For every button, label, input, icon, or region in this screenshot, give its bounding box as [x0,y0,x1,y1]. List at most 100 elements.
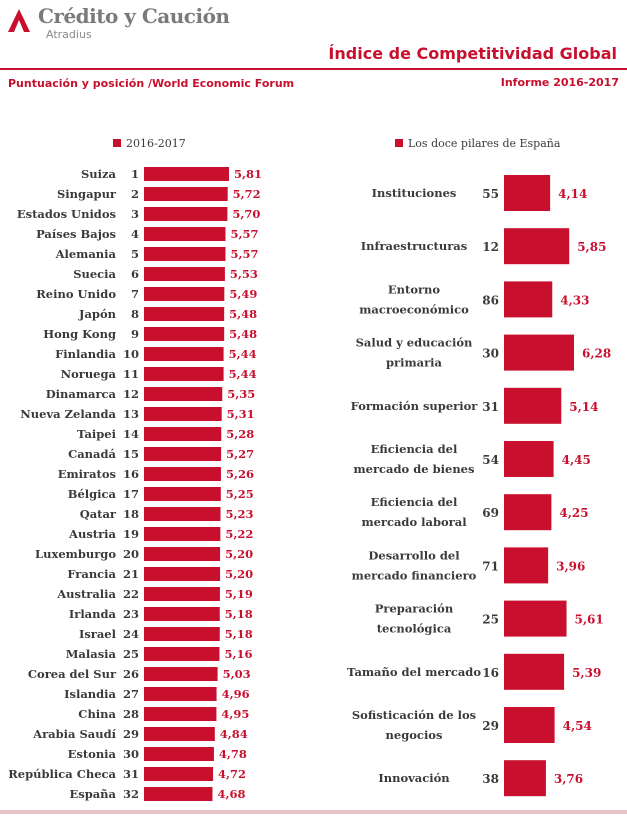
pillar-value-label: 4,14 [558,187,587,201]
pillar-label: Infraestructuras [361,239,467,253]
rank-label: 21 [123,567,139,581]
pillar-label: Preparación [375,602,454,616]
score-value-label: 5,49 [229,287,257,301]
score-value-label: 4,84 [220,727,248,741]
score-bar [144,387,223,401]
score-bar [144,507,221,521]
country-label: Arabia Saudí [32,727,116,741]
country-label: Israel [79,627,117,641]
score-bar [144,367,224,381]
pillar-value-label: 4,45 [562,453,591,467]
country-label: Finlandia [55,347,116,361]
pillar-rank-label: 54 [482,453,499,467]
footer-rule [0,810,627,814]
score-bar [144,327,225,341]
pillar-label: tecnológica [377,622,452,636]
pillar-bar [504,653,565,690]
score-value-label: 5,70 [232,207,260,221]
pillar-bar [504,281,553,318]
pillar-value-label: 3,96 [556,559,585,573]
score-bar [144,607,220,621]
score-value-label: 5,57 [230,227,258,241]
rank-label: 25 [123,647,139,661]
country-label: Estados Unidos [17,207,116,221]
country-label: Irlanda [69,607,117,621]
legend-right: Los doce pilares de España [395,137,560,150]
pillar-rank-label: 31 [482,400,499,414]
country-label: Canadá [68,447,116,461]
score-value-label: 5,31 [227,407,255,421]
score-value-label: 5,18 [225,607,253,621]
rank-label: 8 [131,307,139,321]
score-value-label: 5,23 [226,507,254,521]
score-value-label: 4,96 [222,687,250,701]
country-label: China [78,707,116,721]
brand-logo: Crédito y Caución Atradius [6,4,236,41]
rank-label: 3 [131,207,139,221]
rank-label: 18 [123,507,139,521]
score-value-label: 5,28 [226,427,254,441]
score-value-label: 5,25 [226,487,254,501]
rank-label: 4 [131,227,139,241]
score-bar [144,527,221,541]
pillar-label: Innovación [378,771,450,785]
score-value-label: 5,19 [225,587,253,601]
country-label: Austria [68,527,116,541]
rank-label: 1 [131,167,139,181]
rank-label: 14 [123,427,139,441]
score-bar [144,567,221,581]
rank-label: 12 [123,387,139,401]
pillar-label: macroeconómico [359,302,469,316]
country-label: Noruega [61,367,117,381]
score-bar [144,207,228,221]
pillar-bar [504,334,574,371]
score-value-label: 5,27 [226,447,254,461]
score-value-label: 5,16 [224,647,252,661]
score-value-label: 5,57 [230,247,258,261]
pillar-bar [504,547,549,584]
pillar-rank-label: 16 [482,666,499,680]
rank-label: 31 [123,767,139,781]
score-value-label: 5,53 [230,267,258,281]
score-value-label: 5,81 [234,167,262,181]
score-bar [144,627,220,641]
pillar-label: negocios [386,728,443,742]
score-bar [144,287,225,301]
rank-label: 17 [123,487,139,501]
score-bar [144,707,217,721]
country-label: Reino Unido [36,287,116,301]
pillar-bar [504,600,567,637]
pillar-bar [504,494,552,531]
pillar-bar [504,707,555,743]
pillar-label: Sofisticación de los [352,708,476,722]
score-value-label: 5,44 [229,367,257,381]
country-label: Emiratos [58,467,116,481]
score-value-label: 5,48 [229,327,257,341]
score-bar [144,487,221,501]
score-bar [144,467,221,481]
score-value-label: 4,78 [219,747,247,761]
pillar-value-label: 5,61 [575,613,604,627]
score-bar [144,787,213,801]
score-value-label: 5,72 [233,187,261,201]
pillar-label: mercado laboral [361,515,467,529]
pillar-label: Tamaño del mercado [347,665,481,679]
country-label: República Checa [8,767,116,781]
rank-label: 13 [123,407,139,421]
pillar-label: primaria [386,356,443,370]
score-bar [144,267,225,281]
pillar-rank-label: 86 [482,293,499,307]
rank-label: 29 [123,727,139,741]
score-bar [144,727,215,741]
atradius-logo-icon [8,9,30,32]
rank-label: 32 [123,787,139,801]
pillar-bar [504,441,554,477]
pillar-value-label: 6,28 [582,347,611,361]
rank-label: 7 [131,287,139,301]
country-ranking-chart: Suiza 1 5,81 Singapur 2 5,72 Estados Unidos 3 5,… [8,167,262,801]
rank-label: 16 [123,467,139,481]
spain-pillars-chart: Instituciones 55 4,14 Infraestructuras 12 5,8… [347,175,611,797]
country-label: Suecia [73,267,116,281]
pillar-label: Formación superior [351,399,479,413]
rank-label: 9 [131,327,139,341]
